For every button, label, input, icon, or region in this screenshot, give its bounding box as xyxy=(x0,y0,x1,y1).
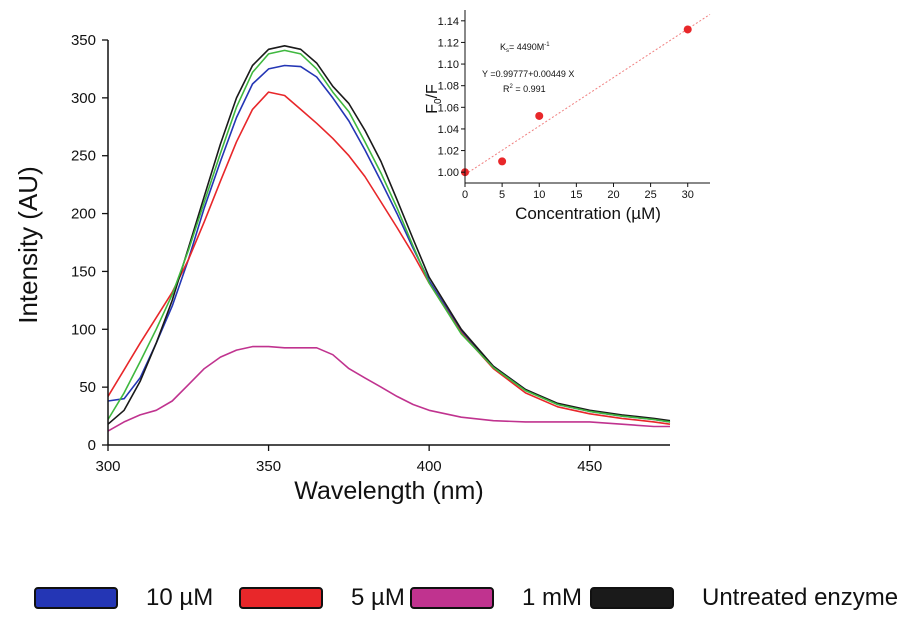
legend-swatch-untreated xyxy=(590,587,674,609)
legend-label-untreated: Untreated enzyme xyxy=(702,584,899,611)
inset-y-tick-label: 1.14 xyxy=(438,16,459,28)
legend-item-1mm: 1 mM xyxy=(410,584,582,612)
series-line-10-m xyxy=(107,64,671,423)
inset-x-tick-label: 30 xyxy=(682,189,694,201)
y-tick-label: 100 xyxy=(71,321,96,338)
x-tick-label: 450 xyxy=(577,458,602,475)
inset-y-tick-label: 1.04 xyxy=(438,124,459,136)
main-y-axis-label: Intensity (AU) xyxy=(13,166,43,324)
legend-item-untreated: Untreated enzyme xyxy=(590,584,898,612)
inset-y-tick-label: 1.00 xyxy=(438,167,459,179)
series-line-5-m xyxy=(107,91,671,425)
main-x-axis-label: Wavelength (nm) xyxy=(294,477,483,505)
legend-label-5um: 5 µM xyxy=(351,584,405,611)
inset-x-tick-label: 15 xyxy=(570,189,582,201)
legend-swatch-5um xyxy=(239,587,323,609)
inset-y-tick-label: 1.02 xyxy=(438,146,459,158)
inset-x-tick-label: 20 xyxy=(607,189,619,201)
legend-item-5um: 5 µM xyxy=(239,584,405,612)
inset-y-axis-label: F0/F xyxy=(424,84,444,114)
inset-x-axis-label: Concentration (µM) xyxy=(515,204,661,223)
data-point xyxy=(683,25,692,34)
legend: 10 µM 5 µM 1 mM Untreated enzyme xyxy=(0,584,903,618)
legend-label-10um: 10 µM xyxy=(146,584,214,611)
inset-y-tick-label: 1.12 xyxy=(438,37,459,49)
inset-ksv-annotation: Ks= 4490M-1 xyxy=(500,42,550,54)
inset-chart: 0 5 10 15 20 25 30 1.00 1.02 1.04 1.06 1.08 1.10 1.1… xyxy=(424,10,711,223)
series-line-1-mm xyxy=(107,345,670,432)
data-point xyxy=(535,111,544,120)
x-tick-label: 350 xyxy=(256,458,281,475)
inset-equation-annotation: Y =0.99777+0.00449 X xyxy=(482,69,574,79)
inset-y-tick-label: 1.06 xyxy=(438,102,459,114)
series-line-unlabeled-4 xyxy=(107,49,671,423)
inset-x-tick-label: 25 xyxy=(644,189,656,201)
inset-x-tick-label: 5 xyxy=(499,189,505,201)
x-tick-label: 300 xyxy=(95,458,120,475)
y-tick-label: 350 xyxy=(71,32,96,49)
x-tick-label: 400 xyxy=(417,458,442,475)
y-tick-label: 50 xyxy=(79,379,96,396)
fit-line xyxy=(464,13,711,176)
inset-x-tick-label: 0 xyxy=(462,189,468,201)
inset-x-tick-label: 10 xyxy=(533,189,545,201)
inset-r2-annotation: R2 = 0.991 xyxy=(503,84,546,94)
legend-swatch-10um xyxy=(34,587,118,609)
y-tick-label: 150 xyxy=(71,263,96,280)
inset-y-tick-label: 1.10 xyxy=(438,59,459,71)
legend-item-10um: 10 µM xyxy=(34,584,213,612)
y-tick-label: 300 xyxy=(71,90,96,107)
inset-y-tick-label: 1.08 xyxy=(438,81,459,93)
y-tick-label: 0 xyxy=(88,437,96,454)
data-point xyxy=(498,157,507,166)
y-tick-label: 200 xyxy=(71,206,96,223)
legend-swatch-1mm xyxy=(410,587,494,609)
series-line-untreated-enzyme xyxy=(107,45,671,425)
y-tick-label: 250 xyxy=(71,148,96,165)
legend-label-1mm: 1 mM xyxy=(522,584,582,611)
